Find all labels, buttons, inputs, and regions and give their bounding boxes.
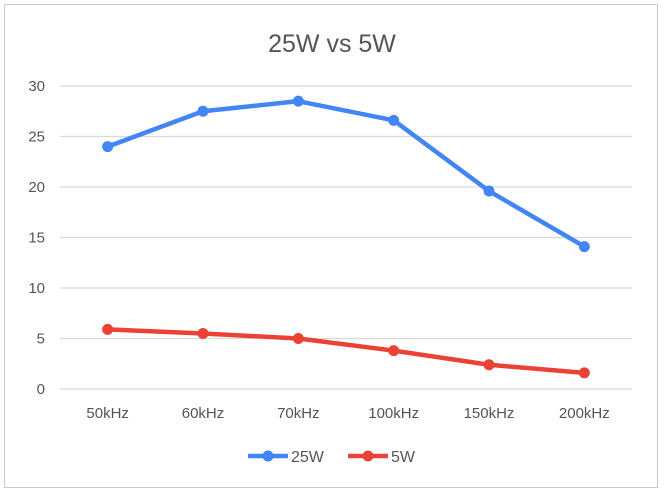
- series-line-5W: [107, 327, 585, 376]
- legend-label: 5W: [391, 449, 416, 466]
- data-point-25W: [102, 141, 114, 153]
- y-tick-label: 0: [37, 381, 45, 398]
- data-point-5W: [292, 333, 304, 344]
- x-tick-label: 100kHz: [368, 405, 419, 422]
- data-point-25W: [292, 95, 304, 107]
- data-point-25W: [483, 185, 495, 197]
- x-tick-label: 150kHz: [464, 405, 515, 422]
- data-point-5W: [197, 327, 209, 339]
- chart-title: 25W vs 5W: [268, 30, 396, 58]
- legend-label: 25W: [291, 449, 325, 466]
- data-point-25W: [197, 105, 209, 117]
- y-tick-label: 20: [28, 179, 45, 196]
- y-tick-label: 15: [28, 230, 45, 247]
- x-tick-label: 60kHz: [182, 405, 225, 422]
- y-tick-label: 10: [28, 280, 45, 297]
- chart-frame: [4, 4, 658, 488]
- y-tick-label: 25: [28, 129, 45, 146]
- data-point-5W: [102, 323, 114, 335]
- data-point-5W: [483, 359, 495, 371]
- data-point-5W: [578, 367, 590, 379]
- legend-marker-5W: [362, 450, 374, 462]
- data-point-5W: [388, 345, 400, 357]
- y-tick-label: 5: [37, 331, 45, 348]
- x-tick-label: 70kHz: [277, 405, 320, 422]
- y-tick-label: 30: [28, 78, 45, 95]
- x-tick-label: 200kHz: [559, 405, 610, 422]
- legend-marker-25W: [262, 450, 274, 462]
- series-line-25W: [106, 98, 586, 249]
- data-point-25W: [578, 241, 590, 253]
- x-tick-label: 50kHz: [86, 405, 129, 422]
- data-point-25W: [388, 114, 400, 126]
